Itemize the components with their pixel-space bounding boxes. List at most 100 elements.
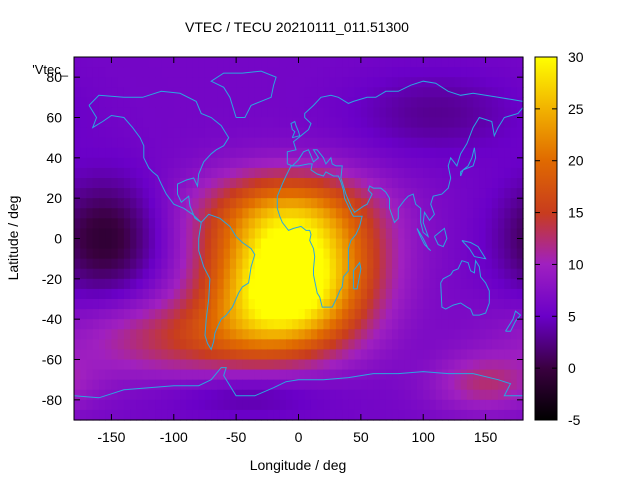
heatmap-cell xyxy=(379,399,387,411)
heatmap-cell xyxy=(335,218,343,230)
heatmap-cell xyxy=(404,399,412,411)
heatmap-cell xyxy=(236,248,243,260)
heatmap-cell xyxy=(360,359,368,371)
heatmap-cell xyxy=(229,359,237,371)
heatmap-cell xyxy=(130,288,137,300)
heatmap-cell xyxy=(105,349,113,361)
heatmap-cell xyxy=(254,379,262,391)
heatmap-cell xyxy=(136,258,144,270)
heatmap-cell xyxy=(98,248,106,260)
heatmap-cell xyxy=(404,67,412,78)
heatmap-cell xyxy=(504,389,512,401)
heatmap-cell xyxy=(373,167,381,179)
heatmap-cell xyxy=(416,248,424,260)
heatmap-cell xyxy=(155,117,162,129)
heatmap-cell xyxy=(204,198,212,209)
heatmap-cell xyxy=(86,117,94,129)
heatmap-cell xyxy=(105,137,113,149)
heatmap-cell xyxy=(180,389,187,401)
heatmap-cell xyxy=(161,379,169,391)
heatmap-cell xyxy=(441,117,449,129)
heatmap-cell xyxy=(379,288,387,300)
heatmap-cell xyxy=(211,208,219,219)
heatmap-cell xyxy=(398,147,406,159)
heatmap-cell xyxy=(360,389,368,401)
heatmap-cell xyxy=(261,198,268,209)
heatmap-cell xyxy=(348,359,356,371)
heatmap-cell xyxy=(379,97,387,109)
heatmap-cell xyxy=(335,399,343,411)
heatmap-cell xyxy=(242,87,250,98)
heatmap-cell xyxy=(173,117,181,129)
heatmap-cell xyxy=(292,278,300,290)
heatmap-cell xyxy=(298,178,306,189)
heatmap-cell xyxy=(410,188,418,199)
heatmap-cell xyxy=(435,87,443,98)
x-axis-label: Longitude / deg xyxy=(250,457,347,473)
heatmap-cell xyxy=(504,369,512,381)
heatmap-cell xyxy=(248,399,256,411)
heatmap-cell xyxy=(148,399,156,411)
heatmap-cell xyxy=(460,57,468,68)
heatmap-cell xyxy=(491,238,499,250)
heatmap-cell xyxy=(130,228,137,240)
heatmap-cell xyxy=(354,178,362,189)
colorbar-tick-label: 25 xyxy=(568,101,584,117)
heatmap-cell xyxy=(74,228,81,240)
heatmap-cell xyxy=(429,127,437,139)
heatmap-cell xyxy=(323,147,331,159)
heatmap-cell xyxy=(441,67,449,78)
heatmap-cell xyxy=(136,299,144,310)
heatmap-cell xyxy=(385,299,393,310)
heatmap-cell xyxy=(242,127,250,139)
heatmap-cell xyxy=(198,97,206,109)
heatmap-cell xyxy=(360,157,368,169)
heatmap-cell xyxy=(74,107,81,119)
heatmap-cell xyxy=(466,198,474,209)
heatmap-cell xyxy=(105,278,113,290)
heatmap-cell xyxy=(204,87,212,98)
heatmap-cell xyxy=(466,339,474,351)
heatmap-cell xyxy=(155,188,162,199)
heatmap-cell xyxy=(74,147,81,159)
heatmap-cell xyxy=(242,178,250,189)
heatmap-cell xyxy=(342,198,349,209)
heatmap-cell xyxy=(379,57,387,68)
heatmap-cell xyxy=(392,178,399,189)
heatmap-cell xyxy=(86,288,94,300)
heatmap-cell xyxy=(273,319,281,330)
heatmap-cell xyxy=(286,258,293,270)
heatmap-cell xyxy=(136,329,144,340)
heatmap-cell xyxy=(273,208,281,219)
heatmap-cell xyxy=(267,319,275,330)
heatmap-cell xyxy=(342,369,349,381)
heatmap-cell xyxy=(161,57,169,68)
heatmap-cell xyxy=(117,87,125,98)
heatmap-cell xyxy=(98,339,106,351)
heatmap-cell xyxy=(429,97,437,109)
heatmap-cell xyxy=(273,97,281,109)
heatmap-cell xyxy=(398,268,406,280)
heatmap-cell xyxy=(248,238,256,250)
heatmap-cell xyxy=(298,268,306,280)
heatmap-cell xyxy=(211,399,219,411)
heatmap-cell xyxy=(379,208,387,219)
heatmap-cell xyxy=(504,399,512,411)
heatmap-cell xyxy=(161,97,169,109)
heatmap-cell xyxy=(441,167,449,179)
heatmap-cell xyxy=(335,147,343,159)
heatmap-cell xyxy=(192,268,200,280)
heatmap-cell xyxy=(398,157,406,169)
heatmap-cell xyxy=(298,218,306,230)
heatmap-cell xyxy=(498,389,505,401)
coastline-south-america xyxy=(198,213,256,351)
heatmap-cell xyxy=(385,409,393,421)
heatmap-cell xyxy=(180,288,187,300)
heatmap-cell xyxy=(148,278,156,290)
heatmap-cell xyxy=(242,157,250,169)
heatmap-cell xyxy=(479,137,487,149)
heatmap-cell xyxy=(504,258,512,270)
heatmap-cell xyxy=(510,87,518,98)
heatmap-cell xyxy=(204,359,212,371)
heatmap-cell xyxy=(192,299,200,310)
